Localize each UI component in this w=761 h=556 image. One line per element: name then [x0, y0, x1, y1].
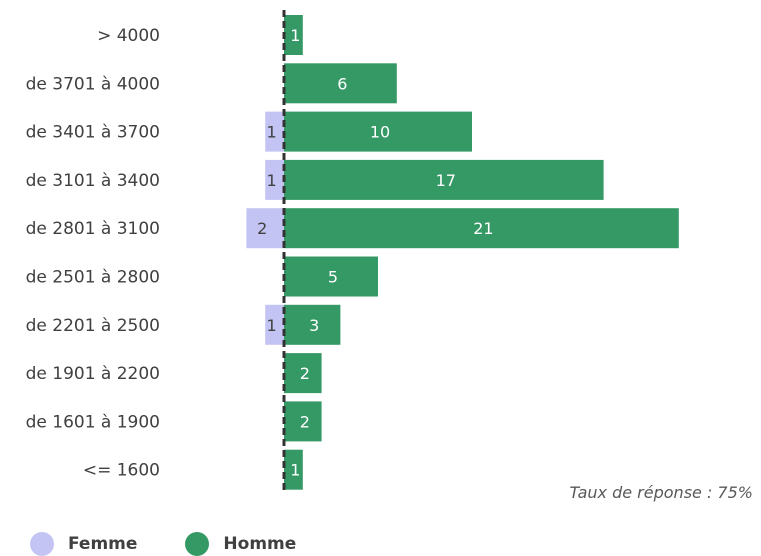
legend-label-homme: Homme [223, 534, 297, 554]
value-label-femme-2: 1 [267, 123, 277, 142]
response-rate-note: Taux de réponse : 75% [569, 483, 754, 502]
value-label-homme-9: 1 [290, 461, 300, 480]
category-label-de-2201-2500: de 2201 à 2500 [26, 316, 160, 336]
category-label-1600: <= 1600 [83, 461, 160, 481]
bar-homme-3 [284, 159, 604, 200]
value-label-homme-6: 3 [309, 316, 319, 335]
legend-swatch-homme [185, 532, 210, 556]
bar-homme-6 [284, 304, 341, 345]
bars-group [246, 15, 679, 490]
bar-femme-6 [265, 304, 284, 345]
value-label-femme-4: 2 [257, 219, 267, 238]
category-label-de-2801-3100: de 2801 à 3100 [26, 219, 160, 239]
bar-homme-2 [284, 111, 472, 152]
value-label-femme-6: 1 [267, 316, 277, 335]
value-label-homme-7: 2 [300, 364, 310, 383]
legend-swatch-femme [30, 532, 54, 556]
bar-homme-7 [284, 353, 322, 394]
chart: > 4000 1 de 3701 à 4000 6 de 3401 à 3700 1 10 d… [26, 10, 679, 493]
bar-homme-9 [284, 449, 303, 490]
category-label-de-3401-3700: de 3401 à 3700 [26, 123, 160, 143]
bar-femme-3 [265, 159, 284, 200]
value-label-homme-0: 1 [290, 26, 300, 45]
bar-homme-1 [284, 63, 397, 104]
value-label-femme-3: 1 [267, 171, 277, 190]
bar-femme-4 [246, 208, 284, 249]
category-label-de-3101-3400: de 3101 à 3400 [26, 171, 160, 191]
legend-item-homme: Homme [185, 532, 296, 556]
legend-item-femme: Femme [30, 532, 137, 556]
category-label-de-3701-4000: de 3701 à 4000 [26, 74, 160, 94]
legend: Femme Homme [30, 532, 296, 556]
labels-group: > 4000 1 de 3701 à 4000 6 de 3401 à 3700 1 10 d… [26, 26, 494, 481]
value-label-homme-4: 21 [473, 219, 493, 238]
bar-homme-0 [284, 15, 303, 55]
value-label-homme-3: 17 [436, 171, 456, 190]
bar-homme-8 [284, 401, 322, 442]
value-label-homme-1: 6 [337, 74, 347, 93]
value-label-homme-5: 5 [328, 268, 338, 287]
category-label-de-2501-2800: de 2501 à 2800 [26, 268, 160, 288]
category-label-de-1901-2200: de 1901 à 2200 [26, 364, 160, 384]
bar-homme-5 [284, 256, 378, 297]
bar-homme-4 [284, 208, 679, 249]
value-label-homme-2: 10 [370, 123, 390, 142]
value-label-homme-8: 2 [300, 412, 310, 431]
category-label-de-1601-1900: de 1601 à 1900 [26, 412, 160, 432]
legend-label-femme: Femme [68, 534, 138, 554]
bar-femme-2 [265, 111, 284, 152]
category-label-4000: > 4000 [97, 26, 160, 46]
